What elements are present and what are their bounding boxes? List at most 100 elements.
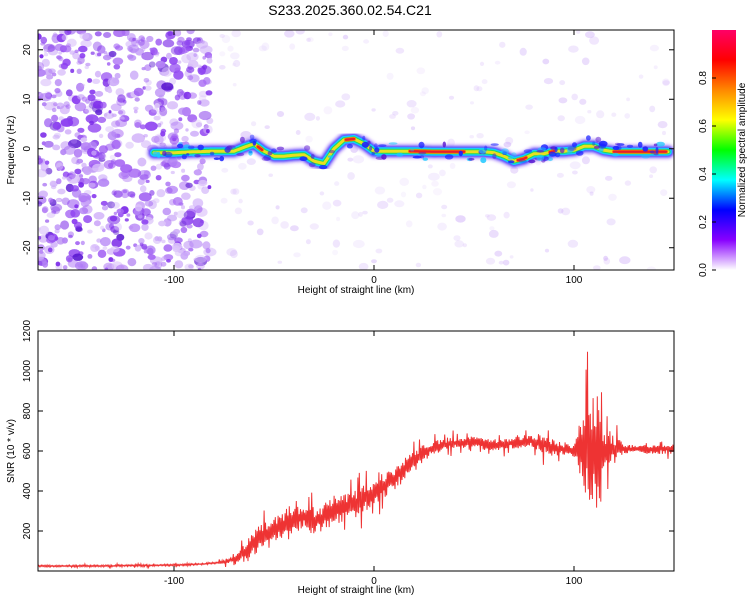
ridge-blob [361, 141, 370, 148]
noise-blob [503, 141, 512, 148]
noise-blob [127, 258, 137, 267]
ridge-blob [616, 143, 625, 146]
noise-blob [624, 113, 630, 119]
noise-blob [87, 141, 98, 151]
noise-blob [256, 228, 264, 236]
ridge-blob [369, 145, 373, 151]
noise-blob [64, 30, 72, 36]
noise-blob [48, 235, 55, 241]
noise-blob [371, 259, 377, 264]
noise-blob [115, 88, 125, 97]
ridge-blob [547, 157, 553, 162]
noise-blob [62, 45, 72, 53]
ridge-blob [655, 147, 659, 154]
noise-blob [188, 205, 196, 210]
spectrogram-ytick-label: 10 [22, 93, 33, 105]
ridge-blob [559, 147, 565, 154]
noise-blob [498, 260, 504, 265]
ridge-core [408, 150, 466, 153]
noise-blob [60, 62, 68, 70]
noise-blob [89, 89, 96, 95]
noise-blob [142, 263, 154, 270]
noise-blob [133, 87, 144, 97]
noise-blob [100, 101, 107, 109]
noise-blob [100, 237, 111, 247]
noise-blob [144, 200, 154, 207]
noise-blob [70, 209, 81, 218]
noise-blob [125, 141, 134, 149]
noise-blob [586, 186, 596, 194]
noise-blob [120, 164, 133, 173]
noise-blob [593, 265, 601, 270]
noise-blob [161, 256, 167, 261]
noise-blob [206, 57, 213, 64]
noise-blob [82, 204, 93, 214]
noise-blob [113, 43, 120, 49]
noise-blob [169, 63, 181, 73]
noise-blob [419, 91, 426, 97]
spectrogram-xlabel: Height of straight line (km) [298, 285, 415, 296]
noise-blob [51, 114, 59, 122]
noise-blob [135, 210, 143, 217]
noise-blob [192, 218, 204, 228]
noise-blob [606, 218, 616, 226]
ridge-blob [183, 144, 191, 150]
noise-blob [40, 132, 47, 138]
noise-blob [382, 30, 389, 37]
noise-blob [428, 172, 440, 181]
ridge-blob [442, 141, 446, 148]
noise-blob [112, 57, 124, 65]
ridge-blob [507, 156, 514, 160]
noise-blob [437, 222, 447, 231]
noise-blob [134, 97, 140, 102]
snr-ticks: -100 0 100 200 400 600 800 1000 1200 [22, 319, 674, 587]
noise-blob [117, 110, 124, 115]
noise-blob [72, 253, 84, 261]
ridge-blob [363, 144, 369, 149]
noise-blob [352, 239, 365, 249]
noise-blob [115, 264, 129, 270]
noise-blob [198, 95, 207, 101]
noise-blob [558, 97, 568, 104]
noise-blob [159, 121, 164, 125]
noise-blob [230, 188, 237, 195]
noise-blob [608, 193, 617, 201]
noise-blob [140, 37, 146, 42]
noise-blob [129, 70, 139, 80]
noise-blob [100, 200, 108, 206]
noise-blob [485, 257, 496, 265]
noise-blob [410, 126, 416, 131]
noise-blob [427, 164, 433, 169]
noise-blob [180, 226, 188, 234]
ridge-blob [176, 143, 184, 148]
noise-blob [54, 79, 62, 87]
noise-blob [94, 245, 101, 251]
noise-blob [107, 131, 118, 141]
noise-blob [139, 40, 150, 49]
noise-blob [38, 168, 48, 178]
noise-blob [328, 32, 333, 37]
ridge-blob [263, 154, 272, 161]
noise-blob [557, 208, 564, 214]
noise-blob [58, 51, 63, 55]
noise-blob [202, 241, 211, 250]
noise-blob [51, 94, 57, 99]
noise-blob [476, 86, 483, 92]
noise-blob [87, 123, 102, 133]
colorbar-gradient [712, 30, 736, 270]
noise-blob [145, 179, 150, 183]
noise-blob [519, 47, 527, 56]
noise-blob [653, 65, 658, 70]
noise-blob [76, 60, 82, 65]
ridge-blob [374, 143, 378, 149]
noise-blob [138, 192, 152, 202]
noise-blob [70, 138, 78, 144]
noise-blob [264, 125, 270, 129]
noise-blob [170, 170, 175, 175]
noise-blob [589, 36, 600, 45]
noise-blob [166, 214, 178, 222]
noise-blob [178, 117, 183, 122]
ridge-blob [319, 164, 328, 170]
noise-blob [605, 175, 613, 181]
noise-blob [416, 67, 426, 75]
